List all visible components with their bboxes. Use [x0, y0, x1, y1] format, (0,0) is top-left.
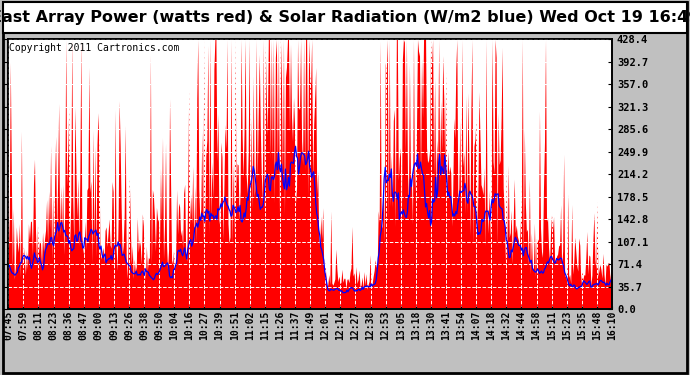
- FancyBboxPatch shape: [3, 2, 687, 373]
- FancyBboxPatch shape: [3, 2, 687, 33]
- Text: East Array Power (watts red) & Solar Radiation (W/m2 blue) Wed Oct 19 16:49: East Array Power (watts red) & Solar Rad…: [0, 10, 690, 25]
- Text: Copyright 2011 Cartronics.com: Copyright 2011 Cartronics.com: [10, 44, 180, 53]
